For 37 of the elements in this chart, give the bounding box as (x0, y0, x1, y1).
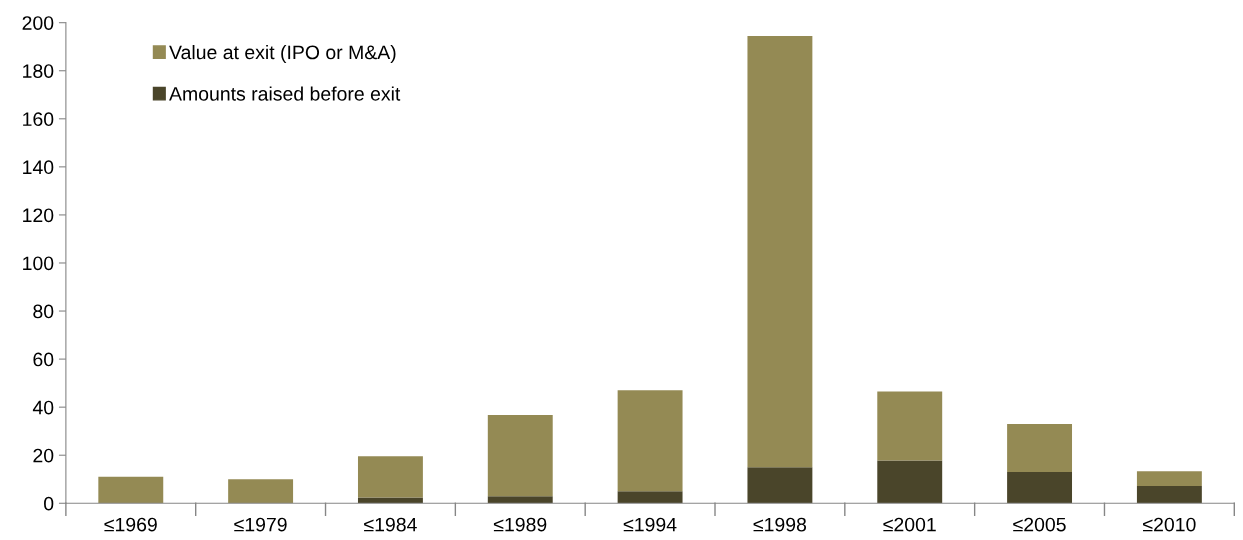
y-tick-label: 80 (33, 304, 54, 319)
bar (617, 491, 683, 504)
bar (747, 35, 813, 468)
bar (357, 456, 423, 498)
bar (487, 415, 553, 497)
bar (617, 390, 683, 492)
y-tick-label: 120 (23, 208, 54, 223)
y-tick-label: 60 (33, 352, 54, 367)
bar (1136, 471, 1202, 486)
bar (487, 496, 553, 504)
x-tick-label: ≤1984 (364, 517, 417, 532)
x-tick-label: ≤2001 (883, 517, 936, 532)
x-tick-label: ≤1989 (493, 517, 547, 532)
legend-label: Amounts raised before exit (169, 86, 401, 101)
x-tick-label: ≤1979 (234, 517, 287, 532)
bar (1136, 485, 1202, 504)
x-tick-label: ≤1969 (104, 517, 157, 532)
bar (1007, 423, 1073, 473)
y-tick-label: 180 (23, 64, 54, 78)
bar (98, 476, 164, 504)
bar (1007, 472, 1073, 504)
y-tick-label: 140 (23, 160, 54, 175)
x-tick-label: ≤2005 (1013, 517, 1066, 532)
x-tick-label: ≤1998 (753, 517, 807, 532)
bar (228, 479, 294, 504)
y-tick-label: 100 (23, 256, 54, 271)
y-tick-label: 160 (23, 112, 54, 127)
legend-label: Value at exit (IPO or M&A) (169, 44, 396, 64)
y-tick-label: 40 (32, 400, 54, 415)
bar (747, 467, 813, 504)
y-tick-label: 200 (22, 16, 54, 30)
bar (877, 391, 943, 461)
bar (877, 460, 943, 504)
x-tick-label: ≤1994 (623, 517, 677, 532)
y-tick-label: 0 (44, 496, 54, 511)
y-tick-label: 20 (33, 448, 54, 463)
x-tick-label: ≤2010 (1143, 517, 1196, 532)
